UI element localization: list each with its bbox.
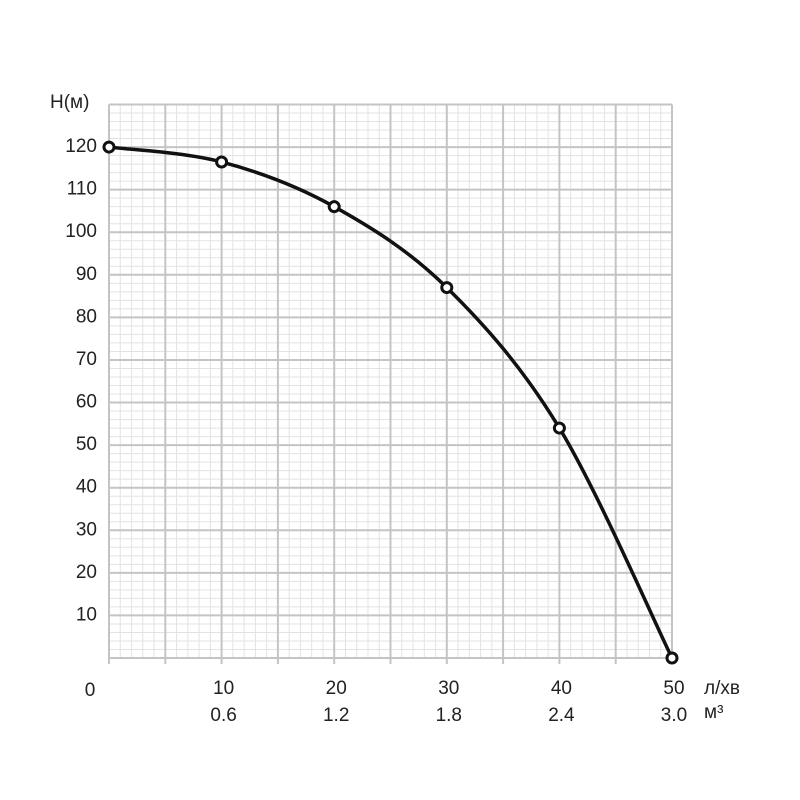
data-point (215, 155, 229, 169)
x-tick-label: 30 (438, 678, 459, 699)
x2-tick-label: 1.2 (323, 705, 349, 726)
y-tick-label: 90 (76, 264, 97, 285)
x2-tick-label: 2.4 (548, 705, 575, 726)
y-tick-label: 40 (76, 477, 97, 498)
y-tick-label: 60 (76, 392, 97, 413)
x2-tick-label: 0.6 (210, 705, 236, 726)
x-tick-label: 50 (663, 678, 684, 699)
y-tick-label: 30 (76, 519, 97, 540)
y-tick-label: 120 (65, 136, 97, 157)
y-tick-label: 70 (76, 349, 97, 370)
data-point (665, 651, 679, 665)
y-tick-label: 20 (76, 562, 97, 583)
data-point (440, 281, 454, 295)
x2-axis-label: м³ (704, 702, 723, 723)
x-tick-label: 20 (326, 678, 347, 699)
x-axis-label: л/хв (704, 678, 740, 699)
data-point (327, 200, 341, 214)
x-tick-label: 10 (213, 678, 234, 699)
y-tick-label: 50 (76, 434, 97, 455)
x2-tick-label: 3.0 (661, 705, 687, 726)
x-tick-label: 40 (551, 678, 572, 699)
y-axis-label: H(м) (50, 92, 89, 113)
data-point (102, 140, 116, 154)
y-tick-label: 110 (67, 179, 97, 200)
y-tick-label: 80 (76, 306, 97, 327)
x-tick-label: 0 (85, 680, 96, 701)
y-tick-label: 10 (76, 604, 97, 625)
y-tick-label: 100 (65, 221, 97, 242)
x2-tick-label: 1.8 (436, 705, 462, 726)
data-point (552, 421, 566, 435)
